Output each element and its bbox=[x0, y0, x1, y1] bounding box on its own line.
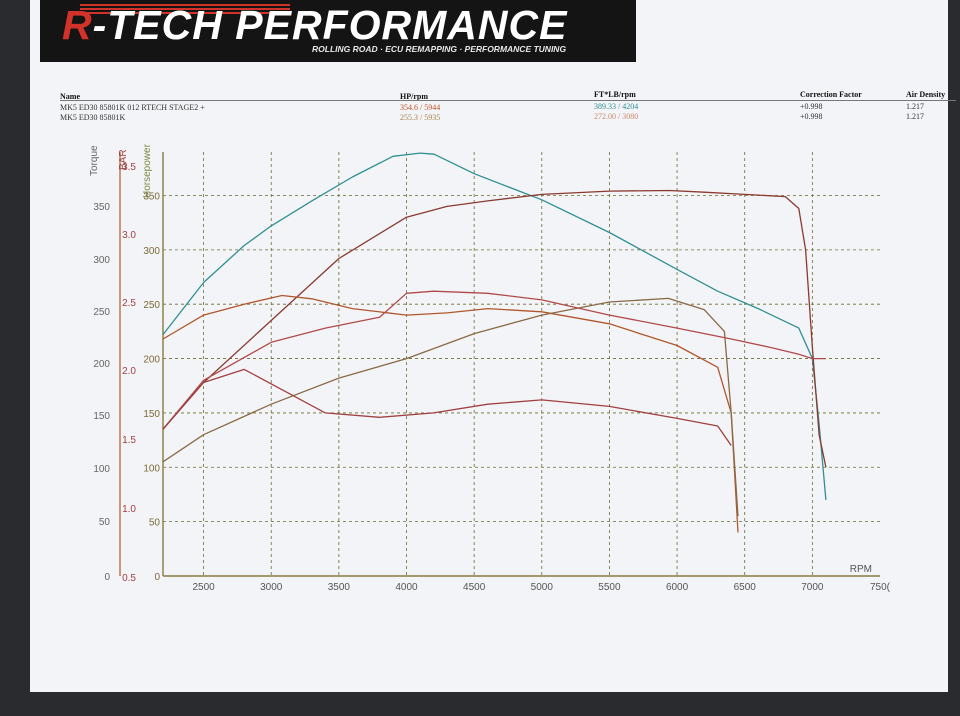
header-ad: Air Density bbox=[906, 90, 946, 99]
header-rule bbox=[60, 100, 956, 101]
x-tick-label: 750( bbox=[870, 582, 891, 593]
x-tick-label: 5500 bbox=[598, 582, 621, 593]
x-tick-label: 4000 bbox=[395, 582, 418, 593]
series-line bbox=[162, 294, 739, 533]
row2-ad: 1.217 bbox=[906, 112, 924, 121]
row1-ft: 389.33 / 4204 bbox=[594, 102, 639, 111]
torque-tick-label: 350 bbox=[93, 202, 110, 213]
logo-r: R bbox=[62, 2, 93, 48]
header-cf: Correction Factor bbox=[800, 90, 862, 99]
hp-tick-label: 200 bbox=[143, 355, 160, 366]
torque-tick-label: 200 bbox=[93, 359, 110, 370]
header-name: Name bbox=[60, 92, 80, 101]
bar-tick-label: 3.0 bbox=[122, 230, 136, 241]
x-tick-label: 6500 bbox=[734, 582, 757, 593]
series-line bbox=[162, 189, 827, 468]
row1-hp: 354.6 / 5944 bbox=[400, 103, 441, 112]
logo-wordmark: R-TECH PERFORMANCE bbox=[62, 2, 567, 49]
hp-axis-title: Horsepower bbox=[142, 143, 153, 198]
row2-ft: 272.00 / 3080 bbox=[594, 112, 639, 121]
series-line bbox=[162, 368, 732, 446]
logo-rest: -TECH PERFORMANCE bbox=[92, 2, 568, 48]
bar-tick-label: 1.0 bbox=[122, 504, 136, 515]
bar-tick-label: 3.5 bbox=[122, 162, 136, 173]
hp-tick-label: 250 bbox=[143, 300, 160, 311]
row2-cf: +0.998 bbox=[800, 112, 823, 121]
hp-tick-label: 150 bbox=[143, 409, 160, 420]
logo-tagline: ROLLING ROAD · ECU REMAPPING · PERFORMAN… bbox=[312, 44, 567, 54]
logo-banner: R-TECH PERFORMANCE ROLLING ROAD · ECU RE… bbox=[40, 0, 636, 62]
torque-tick-label: 50 bbox=[99, 517, 111, 528]
logo-stripes bbox=[80, 4, 290, 14]
header-hp: HP/rpm bbox=[400, 92, 428, 101]
bar-tick-label: 2.0 bbox=[122, 366, 136, 377]
x-tick-label: 3000 bbox=[260, 582, 283, 593]
torque-tick-label: 250 bbox=[93, 307, 110, 318]
row2-name: MK5 ED30 85801K bbox=[60, 113, 126, 122]
row1-ad: 1.217 bbox=[906, 102, 924, 111]
row1-cf: +0.998 bbox=[800, 102, 823, 111]
row1-name: MK5 ED30 85801K 012 RTECH STAGE2 + bbox=[60, 103, 205, 112]
x-tick-label: 2500 bbox=[192, 582, 215, 593]
torque-tick-label: 150 bbox=[93, 411, 110, 422]
series-line bbox=[162, 290, 826, 430]
bar-axis-title: BAR bbox=[118, 149, 129, 170]
hp-tick-label: 350 bbox=[143, 191, 160, 202]
torque-tick-label: 300 bbox=[93, 255, 110, 266]
x-tick-label: 3500 bbox=[328, 582, 351, 593]
x-axis-title: RPM bbox=[850, 564, 872, 575]
hp-tick-label: 100 bbox=[143, 463, 160, 474]
bar-tick-label: 2.5 bbox=[122, 298, 136, 309]
hp-tick-label: 50 bbox=[149, 518, 161, 529]
hp-tick-label: 0 bbox=[154, 572, 160, 583]
bar-tick-label: 0.5 bbox=[122, 573, 136, 584]
hp-tick-label: 300 bbox=[143, 246, 160, 257]
torque-axis-title: Torque bbox=[89, 145, 100, 176]
x-tick-label: 6000 bbox=[666, 582, 689, 593]
row2-hp: 255.3 / 5935 bbox=[400, 113, 441, 122]
x-tick-label: 5000 bbox=[531, 582, 554, 593]
series-line bbox=[162, 297, 739, 517]
x-tick-label: 7000 bbox=[801, 582, 824, 593]
series-line bbox=[162, 152, 827, 500]
header-ft: FT*LB/rpm bbox=[594, 90, 636, 99]
x-tick-label: 4500 bbox=[463, 582, 486, 593]
bar-tick-label: 1.5 bbox=[122, 435, 136, 446]
torque-tick-label: 0 bbox=[104, 572, 110, 583]
torque-tick-label: 100 bbox=[93, 464, 110, 475]
